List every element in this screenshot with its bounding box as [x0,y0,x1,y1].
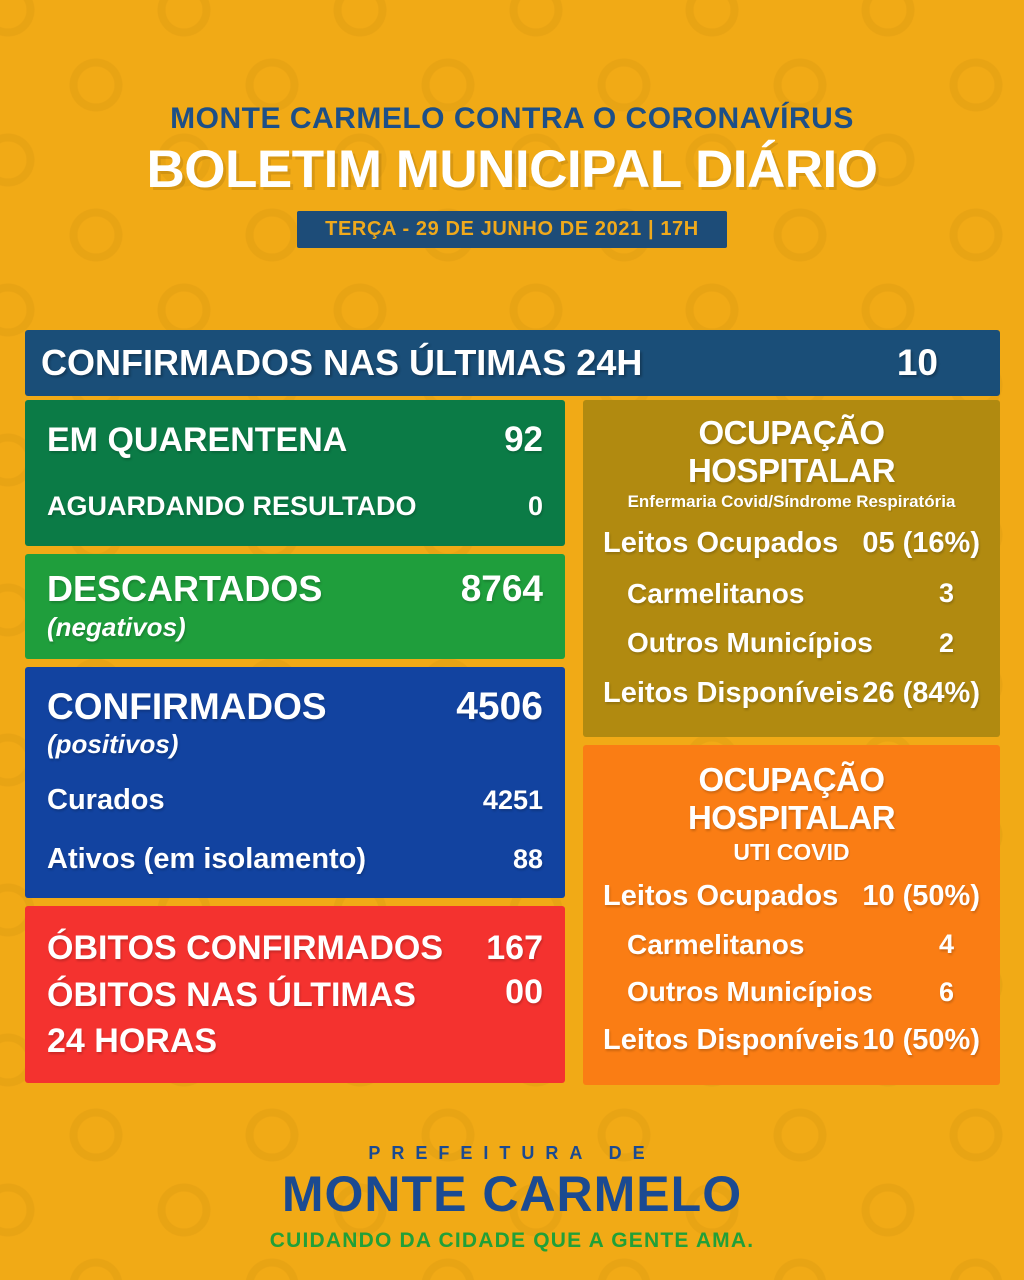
icu-available-value: 10 (50%) [862,1024,980,1057]
deaths-24h-label: ÓBITOS NAS ÚLTIMAS 24 HORAS [47,976,416,1061]
discarded-label: DESCARTADOS [47,568,323,609]
icu-other-cities-row: Outros Municípios 6 [603,976,980,1008]
confirmed-box: CONFIRMADOS 4506 (positivos) Curados 425… [25,667,565,898]
ward-local-value: 3 [938,578,954,609]
icu-local-row: Carmelitanos 4 [603,929,980,961]
icu-available-label: Leitos Disponíveis [603,1024,860,1057]
quarantine-box: EM QUARENTENA 92 AGUARDANDO RESULTADO 0 [25,400,565,546]
ward-rows: Leitos Ocupados 05 (16%) Carmelitanos 3 … [603,518,980,719]
ward-occupied-value: 05 (16%) [862,526,980,559]
icu-title: OCUPAÇÃO HOSPITALAR [687,761,896,836]
awaiting-result-row: AGUARDANDO RESULTADO 0 [47,491,543,522]
deaths-box: ÓBITOS CONFIRMADOS 167 ÓBITOS NAS ÚLTIMA… [25,906,565,1083]
icu-available-row: Leitos Disponíveis 10 (50%) [603,1024,980,1057]
confirmed-24h-value: 10 [896,342,938,383]
ward-title: OCUPAÇÃO HOSPITALAR [687,414,896,489]
awaiting-result-label: AGUARDANDO RESULTADO [47,491,417,521]
icu-local-value: 4 [938,929,954,960]
icu-occupied-value: 10 (50%) [862,879,980,912]
ward-occupied-row: Leitos Ocupados 05 (16%) [603,527,980,560]
cured-row: Curados 4251 [47,784,543,817]
deaths-confirmed-label: ÓBITOS CONFIRMADOS [47,929,444,967]
confirmed-row: CONFIRMADOS 4506 [47,685,543,729]
confirmed-label: CONFIRMADOS [47,686,327,727]
active-label: Ativos (em isolamento) [47,843,367,875]
ward-local-row: Carmelitanos 3 [603,578,980,610]
stats-grid: EM QUARENTENA 92 AGUARDANDO RESULTADO 0 … [25,400,1000,1085]
prefecture-label: PREFEITURA DE [368,1143,656,1163]
deaths-confirmed-value: 167 [486,929,543,968]
confirmed-value: 4506 [456,685,543,728]
page-title: BOLETIM MUNICIPAL DIÁRIO [146,140,878,199]
campaign-title: MONTE CARMELO CONTRA O CORONAVÍRUS [170,102,854,135]
ward-other-cities-row: Outros Municípios 2 [603,627,980,659]
confirmed-sublabel: (positivos) [47,729,179,759]
icu-occupied-row: Leitos Ocupados 10 (50%) [603,880,980,913]
confirmed-24h-bar: CONFIRMADOS NAS ÚLTIMAS 24H 10 [25,330,1000,396]
hospital-ward-box: OCUPAÇÃO HOSPITALAR Enfermaria Covid/Sín… [583,400,1000,737]
active-value: 88 [512,844,543,874]
confirmed-24h-label: CONFIRMADOS NAS ÚLTIMAS 24H [41,342,643,383]
cured-value: 4251 [482,785,543,815]
hospital-icu-box: OCUPAÇÃO HOSPITALAR UTI COVID Leitos Ocu… [583,745,1000,1085]
confirmed-detail: Curados 4251 Ativos (em isolamento) 88 [47,784,543,876]
deaths-24h-value: 00 [505,973,543,1012]
icu-rows: Leitos Ocupados 10 (50%) Carmelitanos 4 … [603,872,980,1065]
ward-other-cities-value: 2 [938,627,954,658]
footer: PREFEITURA DE MONTE CARMELO CUIDANDO DA … [0,1143,1024,1253]
city-slogan: CUIDANDO DA CIDADE QUE A GENTE AMA. [269,1229,755,1252]
ward-other-cities-label: Outros Municípios [627,627,873,659]
icu-other-cities-value: 6 [938,976,954,1007]
awaiting-result-value: 0 [527,491,543,521]
deaths-24h-row: ÓBITOS NAS ÚLTIMAS 24 HORAS 00 [47,973,543,1065]
icu-other-cities-label: Outros Municípios [627,976,873,1008]
left-column: EM QUARENTENA 92 AGUARDANDO RESULTADO 0 … [25,400,565,1085]
ward-available-row: Leitos Disponíveis 26 (84%) [603,677,980,710]
icu-local-label: Carmelitanos [627,928,805,960]
quarantine-value: 92 [504,420,543,459]
cured-label: Curados [47,784,165,816]
discarded-sublabel: (negativos) [47,612,186,642]
city-logo-text: MONTE CARMELO [281,1166,743,1222]
active-row: Ativos (em isolamento) 88 [47,843,543,876]
quarantine-label: EM QUARENTENA [47,420,348,459]
icu-subtitle: UTI COVID [733,839,850,865]
discarded-box: DESCARTADOS 8764 (negativos) [25,554,565,659]
ward-subtitle: Enfermaria Covid/Síndrome Respiratória [627,492,956,511]
ward-local-label: Carmelitanos [627,577,805,609]
deaths-confirmed-row: ÓBITOS CONFIRMADOS 167 [47,926,543,972]
ward-available-value: 26 (84%) [862,677,980,710]
right-column: OCUPAÇÃO HOSPITALAR Enfermaria Covid/Sín… [583,400,1000,1085]
icu-occupied-label: Leitos Ocupados [603,879,839,912]
date-badge: TERÇA - 29 DE JUNHO DE 2021 | 17H [297,211,727,248]
discarded-row: DESCARTADOS 8764 [47,568,543,610]
quarantine-row: EM QUARENTENA 92 [47,420,543,460]
ward-available-label: Leitos Disponíveis [603,677,860,710]
ward-occupied-label: Leitos Ocupados [603,526,839,559]
discarded-value: 8764 [460,568,543,609]
